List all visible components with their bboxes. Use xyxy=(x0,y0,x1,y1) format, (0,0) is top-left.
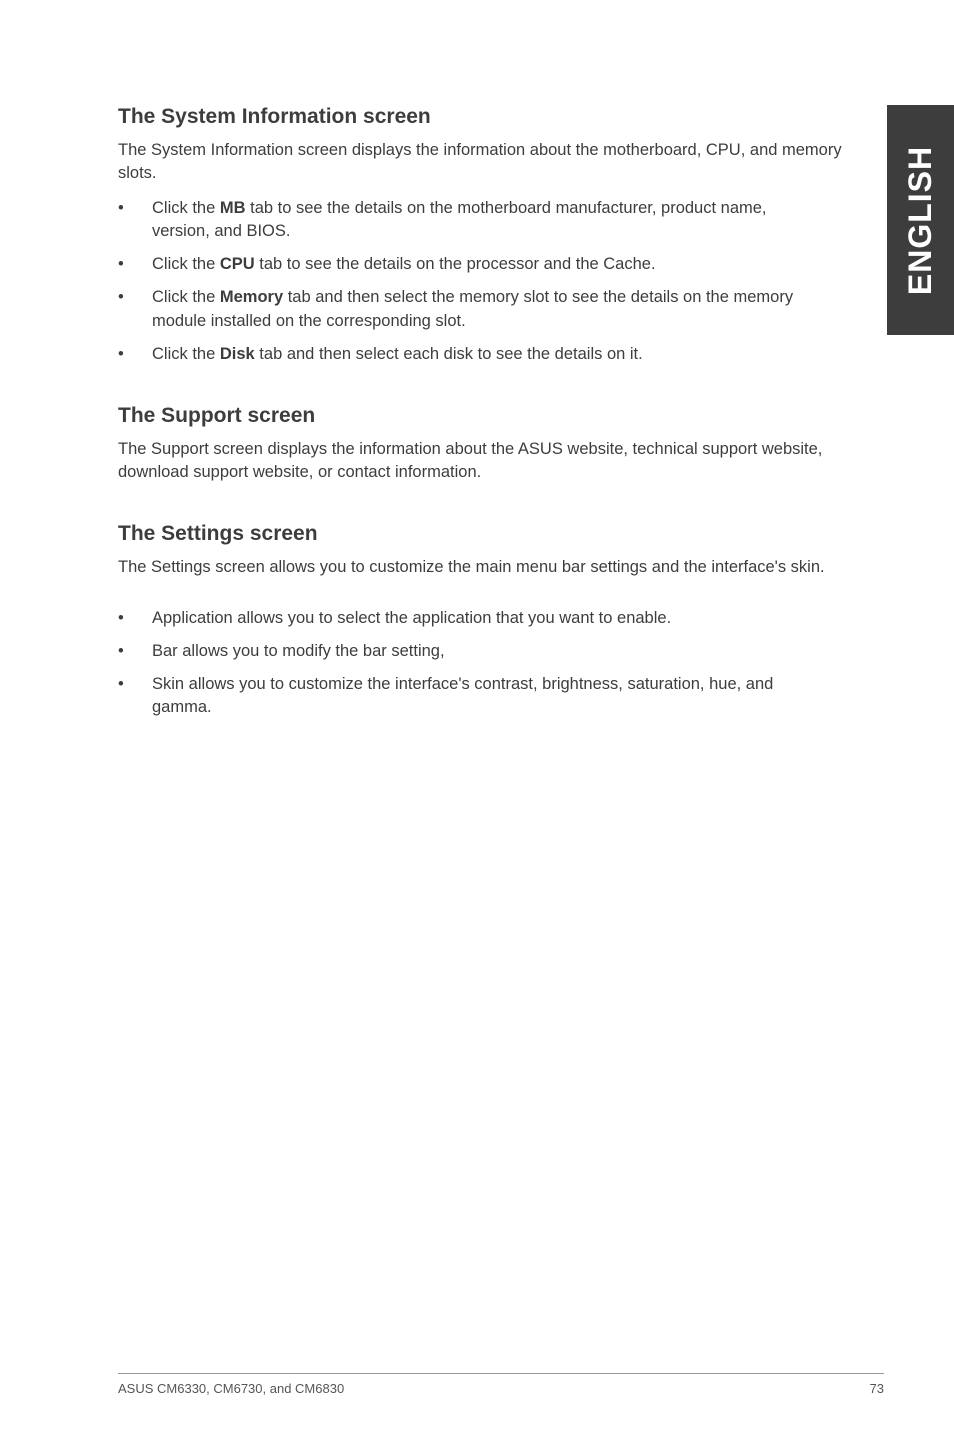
section-system-info: The System Information screen The System… xyxy=(118,105,884,366)
bullet-bold: Memory xyxy=(220,288,283,306)
bullet-pre: Skin allows you to customize the interfa… xyxy=(152,675,773,716)
bullet-bold: MB xyxy=(220,199,246,217)
bullet-marker: • xyxy=(118,343,152,366)
bullet-pre: Bar allows you to modify the bar setting… xyxy=(152,642,445,660)
list-item: • Click the CPU tab to see the details o… xyxy=(118,253,884,276)
bullet-marker: • xyxy=(118,253,152,276)
bullet-bold: CPU xyxy=(220,255,255,273)
bullet-content: Bar allows you to modify the bar setting… xyxy=(152,640,884,663)
bullet-bold: Disk xyxy=(220,345,255,363)
bullet-list-system-info: • Click the MB tab to see the details on… xyxy=(118,197,884,366)
page-footer: ASUS CM6330, CM6730, and CM6830 73 xyxy=(118,1373,884,1396)
list-item: • Skin allows you to customize the inter… xyxy=(118,673,884,719)
bullet-post: tab and then select each disk to see the… xyxy=(255,345,643,363)
list-item: • Click the Disk tab and then select eac… xyxy=(118,343,884,366)
list-item: • Click the MB tab to see the details on… xyxy=(118,197,884,243)
bullet-content: Click the CPU tab to see the details on … xyxy=(152,253,884,276)
list-item: • Application allows you to select the a… xyxy=(118,607,884,630)
bullet-content: Click the Memory tab and then select the… xyxy=(152,286,884,332)
bullet-content: Application allows you to select the app… xyxy=(152,607,884,630)
bullet-marker: • xyxy=(118,673,152,719)
bullet-pre: Application allows you to select the app… xyxy=(152,609,671,627)
bullet-post: tab to see the details on the processor … xyxy=(255,255,656,273)
bullet-pre: Click the xyxy=(152,255,220,273)
heading-support: The Support screen xyxy=(118,404,884,428)
intro-settings: The Settings screen allows you to custom… xyxy=(118,556,884,579)
bullet-pre: Click the xyxy=(152,345,220,363)
section-settings: The Settings screen The Settings screen … xyxy=(118,522,884,719)
bullet-content: Click the Disk tab and then select each … xyxy=(152,343,884,366)
language-tab: ENGLISH xyxy=(887,105,954,335)
intro-support: The Support screen displays the informat… xyxy=(118,438,884,484)
footer-page-number: 73 xyxy=(870,1381,884,1396)
page-content: ENGLISH The System Information screen Th… xyxy=(0,0,954,1438)
bullet-content: Click the MB tab to see the details on t… xyxy=(152,197,884,243)
list-item: • Click the Memory tab and then select t… xyxy=(118,286,884,332)
bullet-pre: Click the xyxy=(152,288,220,306)
bullet-marker: • xyxy=(118,607,152,630)
footer-left: ASUS CM6330, CM6730, and CM6830 xyxy=(118,1381,344,1396)
language-tab-label: ENGLISH xyxy=(902,145,939,294)
list-item: • Bar allows you to modify the bar setti… xyxy=(118,640,884,663)
heading-system-info: The System Information screen xyxy=(118,105,884,129)
bullet-content: Skin allows you to customize the interfa… xyxy=(152,673,884,719)
bullet-marker: • xyxy=(118,286,152,332)
intro-system-info: The System Information screen displays t… xyxy=(118,139,884,185)
bullet-list-settings: • Application allows you to select the a… xyxy=(118,607,884,719)
heading-settings: The Settings screen xyxy=(118,522,884,546)
bullet-marker: • xyxy=(118,640,152,663)
bullet-marker: • xyxy=(118,197,152,243)
section-support: The Support screen The Support screen di… xyxy=(118,404,884,484)
bullet-pre: Click the xyxy=(152,199,220,217)
